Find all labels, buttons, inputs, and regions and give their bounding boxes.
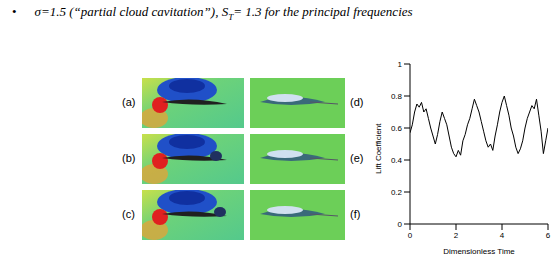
svg-text:6: 6 <box>546 231 550 240</box>
html-text:(d): (d) <box>350 96 364 108</box>
svg-text:Lift Coefficient: Lift Coefficient <box>374 123 383 174</box>
svg-text:0.6: 0.6 <box>391 124 403 133</box>
svg-text:4: 4 <box>500 231 505 240</box>
html-text:σ=1.5 (“partial cloud cavitati: σ=1.5 (“partial cloud cavitation”), ST= … <box>34 4 413 22</box>
svg-text:2: 2 <box>454 231 459 240</box>
svg-text:Dimensionless Time: Dimensionless Time <box>443 247 515 256</box>
svg-text:0.4: 0.4 <box>391 156 403 165</box>
svg-text:0.2: 0.2 <box>391 188 403 197</box>
html-text:(e): (e) <box>350 152 364 164</box>
html-text:(a): (a) <box>122 96 136 108</box>
html-text:(c): (c) <box>122 208 135 220</box>
html-text:(f): (f) <box>350 208 361 220</box>
html-text:(b): (b) <box>122 152 136 164</box>
svg-text:0: 0 <box>408 231 413 240</box>
svg-text:0.8: 0.8 <box>391 92 403 101</box>
svg-text:0: 0 <box>398 220 403 229</box>
svg-text:1: 1 <box>398 60 403 69</box>
